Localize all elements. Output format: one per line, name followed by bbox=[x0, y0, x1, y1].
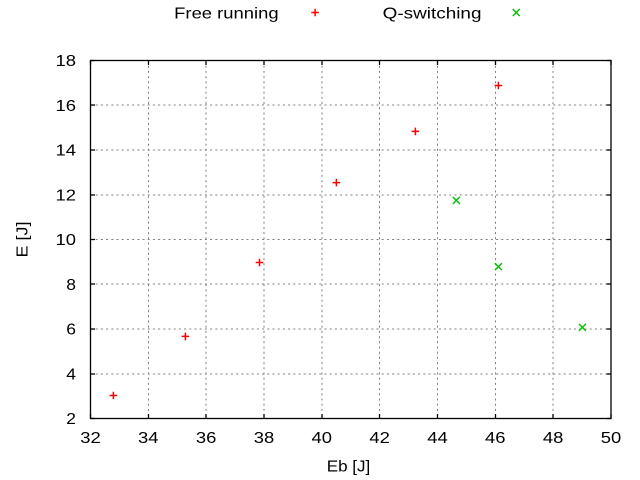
svg-text:12: 12 bbox=[56, 187, 77, 204]
svg-text:Free running: Free running bbox=[174, 6, 278, 23]
svg-text:18: 18 bbox=[56, 53, 77, 70]
svg-text:14: 14 bbox=[56, 143, 77, 160]
svg-text:Q-switching: Q-switching bbox=[383, 6, 482, 23]
svg-text:8: 8 bbox=[66, 277, 76, 294]
svg-text:42: 42 bbox=[369, 430, 390, 447]
svg-text:34: 34 bbox=[138, 430, 159, 447]
svg-text:6: 6 bbox=[66, 322, 76, 339]
svg-text:Eb [J]: Eb [J] bbox=[327, 459, 371, 476]
svg-text:48: 48 bbox=[543, 430, 564, 447]
svg-text:4: 4 bbox=[66, 366, 76, 383]
svg-text:46: 46 bbox=[485, 430, 506, 447]
svg-text:36: 36 bbox=[196, 430, 217, 447]
svg-text:44: 44 bbox=[427, 430, 448, 447]
svg-text:38: 38 bbox=[254, 430, 275, 447]
svg-text:2: 2 bbox=[66, 411, 76, 428]
svg-text:50: 50 bbox=[601, 430, 622, 447]
svg-text:E [J]: E [J] bbox=[15, 222, 32, 258]
svg-text:16: 16 bbox=[56, 98, 77, 115]
svg-text:40: 40 bbox=[312, 430, 333, 447]
svg-text:10: 10 bbox=[56, 232, 77, 249]
svg-text:32: 32 bbox=[80, 430, 101, 447]
